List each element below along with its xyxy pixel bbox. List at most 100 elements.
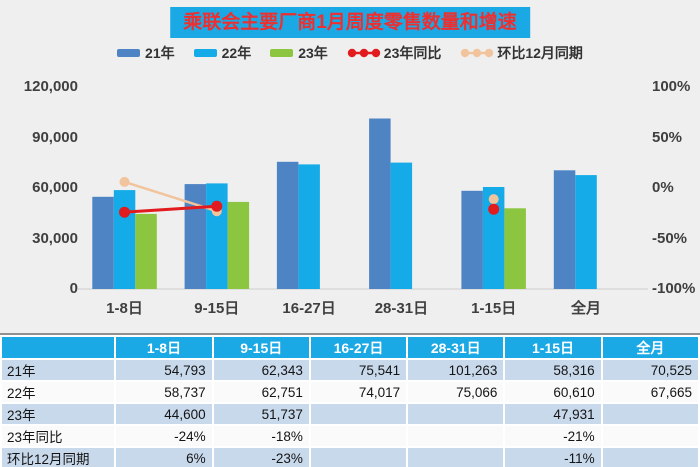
legend-label: 22年 [221,45,252,61]
left-axis-tick: 0 [69,280,78,297]
row-label: 环比12月同期 [2,448,115,467]
table-cell: -24% [116,426,212,446]
table-cell: 60,610 [505,382,601,402]
legend-label: 环比12月同期 [497,45,583,61]
right-axis-tick: 0% [652,179,674,196]
chart-legend: 21年 22年 23年 23年同比 环比12月同期 [0,44,700,62]
legend-item-23年: 23年 [270,43,328,63]
left-axis-tick: 30,000 [32,229,78,247]
table-cell: 74,017 [310,382,407,402]
left-axis-tick: 120,000 [23,78,78,95]
bar-21年-全月 [553,170,576,289]
table-cell: 75,541 [310,360,407,380]
row-label: 22年 [2,382,115,402]
point-23年同比-9-15日 [211,200,223,212]
point-环比12月同期-1-15日 [488,194,499,205]
point-环比12月同期-1-8日 [119,176,130,187]
bar-21年-28-31日 [369,118,391,289]
table-cell [310,404,407,424]
table-cell: -11% [505,448,601,467]
right-axis-tick: -100% [652,280,696,297]
bar-22年-28-31日 [390,162,413,289]
table-header-cell: 全月 [602,337,698,358]
table-cell [310,448,407,467]
table-cell: 47,931 [505,404,601,424]
table-cell [602,426,698,446]
legend-label: 21年 [145,45,175,61]
data-table-wrap: 1-8日 9-15日 16-27日 28-31日 1-15日 全月 21年 54,793 62… [0,333,700,467]
table-cell [408,404,504,424]
bar-22年-16-27日 [298,164,320,289]
right-axis-tick: 50% [652,128,683,146]
bar-23年-1-8日 [135,213,157,289]
table-header-cell [2,337,115,358]
table-cell: 51,737 [213,404,309,424]
row-label: 23年同比 [2,426,115,446]
row-label: 23年 [2,404,115,424]
bar-22年-1-8日 [113,190,136,289]
legend-item-22年: 22年 [193,43,252,63]
chart-title: 乘联会主要厂商1月周度零售数量和增速 [170,7,530,38]
table-row-环比12月同期: 环比12月同期 6% -23% -11% [2,448,698,467]
legend-item-环比12月同期: 环比12月同期 [460,43,583,63]
table-header-row: 1-8日 9-15日 16-27日 28-31日 1-15日 全月 [2,337,698,358]
legend-item-21年: 21年 [117,43,175,63]
x-axis-label-1-8日: 1-8日 [106,300,143,317]
table-row-22年: 22年 58,737 62,751 74,017 75,066 60,610 67,665 [2,382,698,402]
table-row-23年: 23年 44,600 51,737 47,931 [2,404,698,424]
row-label: 21年 [2,360,115,380]
legend-label: 23年 [298,45,328,61]
table-cell: 62,343 [213,360,309,380]
legend-item-23年同比: 23年同比 [347,43,441,63]
bar-22年-1-15日 [482,187,505,289]
table-cell: 54,793 [116,360,212,380]
right-axis-tick: -50% [652,229,688,247]
table-cell [310,426,407,446]
table-cell: 67,665 [602,382,698,402]
data-table: 1-8日 9-15日 16-27日 28-31日 1-15日 全月 21年 54,793 62… [0,335,700,467]
x-axis-label-1-15日: 1-15日 [471,300,517,317]
table-cell: 6% [116,448,212,467]
right-axis-tick: 100% [652,78,691,95]
legend-bar-swatch-icon [270,49,294,57]
table-header-cell: 1-15日 [505,337,601,358]
table-header-cell: 16-27日 [310,337,407,358]
point-23年同比-1-15日 [488,203,500,215]
table-cell: -21% [505,426,601,446]
table-row-23年同比: 23年同比 -24% -18% -21% [2,426,698,446]
table-cell: 101,263 [408,360,504,380]
legend-line-dots-icon [461,48,494,58]
bar-21年-16-27日 [276,161,299,289]
table-cell: 58,737 [116,382,212,402]
line-23年同比 [124,204,217,214]
table-cell: -18% [213,426,309,446]
x-axis-label-16-27日: 16-27日 [282,300,336,317]
legend-bar-swatch-icon [193,49,217,57]
table-cell [602,448,698,467]
bar-21年-9-15日 [184,184,207,289]
table-cell: -23% [213,448,309,467]
table-cell: 58,316 [505,360,601,380]
x-axis-label-9-15日: 9-15日 [194,300,240,317]
bar-21年-1-15日 [461,190,483,289]
point-23年同比-1-8日 [119,206,130,218]
bar-23年-1-15日 [504,208,526,289]
table-cell: 70,525 [602,360,698,380]
table-header-cell: 28-31日 [408,337,504,358]
table-header-cell: 1-8日 [116,337,212,358]
bar-21年-1-8日 [92,196,114,289]
bar-22年-9-15日 [206,183,228,289]
x-axis-label-28-31日: 28-31日 [374,300,429,317]
bar-line-chart [78,118,648,290]
bar-23年-9-15日 [227,201,250,289]
left-axis-tick: 90,000 [32,128,78,146]
legend-bar-swatch-icon [117,49,141,57]
x-axis-label-全月: 全月 [570,300,601,317]
legend-line-dots-icon [347,48,380,58]
bar-22年-全月 [575,175,597,289]
left-axis-tick: 60,000 [32,179,78,196]
table-cell: 62,751 [213,382,309,402]
table-cell [408,426,504,446]
table-cell: 44,600 [116,404,212,424]
